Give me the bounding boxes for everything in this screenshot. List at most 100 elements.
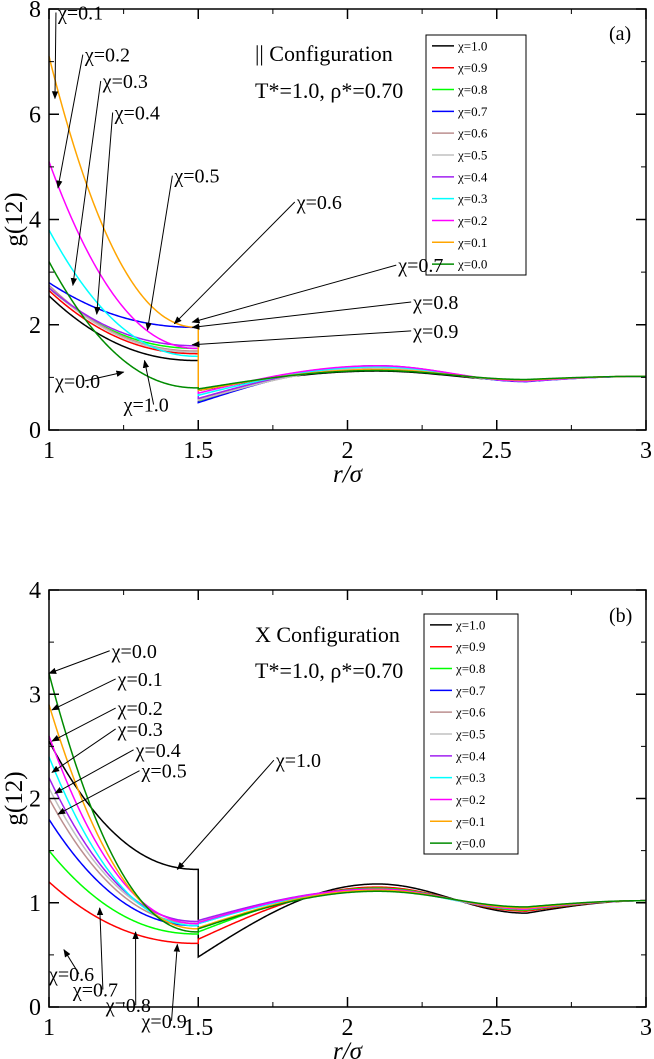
series-line: [48, 673, 647, 933]
annotation-arrow: [51, 12, 59, 100]
annotation-arrow: [51, 707, 116, 742]
legend-entry: χ=0.6: [457, 126, 488, 141]
curve-annotation: χ=0.2: [117, 698, 163, 720]
legend-entry: χ=0.6: [455, 705, 486, 720]
legend-entry: χ=0.0: [455, 836, 485, 851]
curve-annotation: χ=0.4: [135, 740, 181, 762]
annotation-arrow: [84, 370, 125, 382]
curves: [48, 56, 646, 404]
series-line: [48, 289, 646, 401]
legend-entry: χ=0.9: [455, 639, 485, 654]
annotation-arrow: [57, 770, 140, 815]
annotation-arrow: [51, 678, 116, 711]
legend-entry: χ=0.7: [455, 683, 486, 698]
y-tick-label: 0: [29, 418, 41, 444]
annotation-arrow: [96, 907, 104, 990]
legend-entry: χ=0.1: [457, 235, 487, 250]
legend-entry: χ=0.2: [455, 792, 485, 807]
legend-entry: χ=0.1: [455, 814, 485, 829]
y-tick-label: 2: [29, 787, 41, 813]
legend-entry: χ=0.4: [455, 748, 486, 763]
curve-annotation: χ=0.5: [141, 761, 187, 783]
annotations: χ=0.0 χ=0.1 χ=0.2χ=0.3χ=0.4χ=0.5 χ=0.6χ=0.7…: [48, 641, 321, 1033]
y-tick-label: 3: [29, 682, 41, 708]
configuration-label: X Configuration: [255, 622, 400, 647]
legend-entry: χ=0.8: [455, 661, 485, 676]
curve-annotation: χ=0.9: [412, 321, 458, 343]
x-axis-label: r/σ: [333, 1038, 364, 1059]
legend-entry: χ=0.0: [457, 257, 487, 272]
curve-annotation: χ=0.7: [397, 255, 443, 277]
y-tick-label: 4: [29, 208, 41, 234]
y-tick-label: 1: [29, 891, 41, 917]
curve-annotation: χ=0.3: [102, 71, 148, 93]
state-label: T*=1.0, ρ*=0.70: [255, 78, 403, 103]
legend: χ=1.0 χ=0.9 χ=0.8 χ=0.7 χ=0.6 χ=0.5 χ=0.4 χ=0.3…: [423, 613, 519, 855]
y-tick-label: 8: [29, 0, 41, 23]
y-axis-label: g(12): [1, 192, 28, 246]
legend-entry: χ=0.7: [457, 104, 488, 119]
x-tick-label: 1.5: [183, 1015, 213, 1041]
x-tick-label: 1: [43, 438, 55, 464]
annotation-arrow: [145, 175, 173, 331]
curve-annotation: χ=0.8: [412, 292, 458, 314]
x-axis-label: r/σ: [333, 461, 364, 488]
curve-annotation: χ=0.2: [84, 45, 130, 67]
legend-entry: χ=1.0: [457, 38, 487, 53]
curve-annotation: χ=0.0: [54, 371, 100, 393]
state-label: T*=1.0, ρ*=0.70: [255, 658, 403, 683]
series-line: [48, 735, 647, 925]
curve-annotation: χ=0.6: [48, 964, 94, 986]
curve-annotation: χ=0.0: [111, 641, 157, 663]
ticks: 1 1.5 2 2.5 3 0 2 4 6 8: [29, 0, 652, 464]
annotation-arrow: [176, 759, 275, 870]
x-tick-label: 1.5: [183, 438, 213, 464]
y-axis-label: g(12): [1, 771, 28, 825]
x-tick-label: 1: [43, 1015, 55, 1041]
x-tick-label: 3: [640, 1015, 652, 1041]
annotation-arrow: [70, 80, 102, 287]
y-tick-label: 2: [29, 313, 41, 339]
legend-entry: χ=0.3: [455, 770, 485, 785]
annotation-arrow: [173, 201, 296, 325]
x-tick-label: 3: [640, 438, 652, 464]
curve-annotation: χ=0.5: [173, 166, 219, 188]
annotation-arrow: [191, 264, 397, 324]
panel-label: (a): [609, 23, 631, 45]
series-line: [48, 161, 646, 395]
curve-annotation: χ=0.1: [117, 669, 163, 691]
legend-box: [423, 613, 519, 855]
x-tick-label: 2: [342, 438, 354, 464]
legend-entry: χ=0.9: [457, 60, 487, 75]
series-line: [48, 261, 646, 390]
curve-annotation: χ=0.3: [117, 719, 163, 741]
series-line: [48, 287, 646, 403]
annotation-arrow: [94, 112, 114, 316]
x-tick-label: 2: [342, 1015, 354, 1041]
y-tick-label: 6: [29, 102, 41, 128]
chart-panel-a: 1 1.5 2 2.5 3 0 2 4 6 8 r/σ g(12) (a) || Configuratio…: [1, 0, 652, 488]
annotation-arrow: [56, 54, 84, 189]
annotation-arrow: [142, 359, 155, 405]
curve-annotation: χ=0.4: [114, 103, 160, 125]
curves: [48, 673, 647, 959]
legend-entry: χ=0.3: [457, 191, 487, 206]
curve-annotation: χ=1.0: [275, 750, 321, 772]
annotation-arrow: [191, 330, 412, 348]
series-line: [48, 756, 647, 927]
legend-entry: χ=0.8: [457, 82, 487, 97]
annotation-arrow: [48, 650, 110, 674]
annotation-arrow: [51, 728, 116, 773]
annotation-arrow: [54, 749, 134, 794]
series-line: [48, 818, 647, 927]
annotation-arrow: [63, 948, 80, 975]
annotation-arrow: [171, 943, 180, 1021]
annotation-arrow: [191, 301, 412, 330]
legend-entry: χ=1.0: [455, 617, 485, 632]
legend-entry: χ=0.2: [457, 213, 487, 228]
curve-annotation: χ=0.9: [141, 1011, 187, 1033]
legend-entry: χ=0.5: [455, 727, 485, 742]
panel-label: (b): [609, 605, 632, 627]
